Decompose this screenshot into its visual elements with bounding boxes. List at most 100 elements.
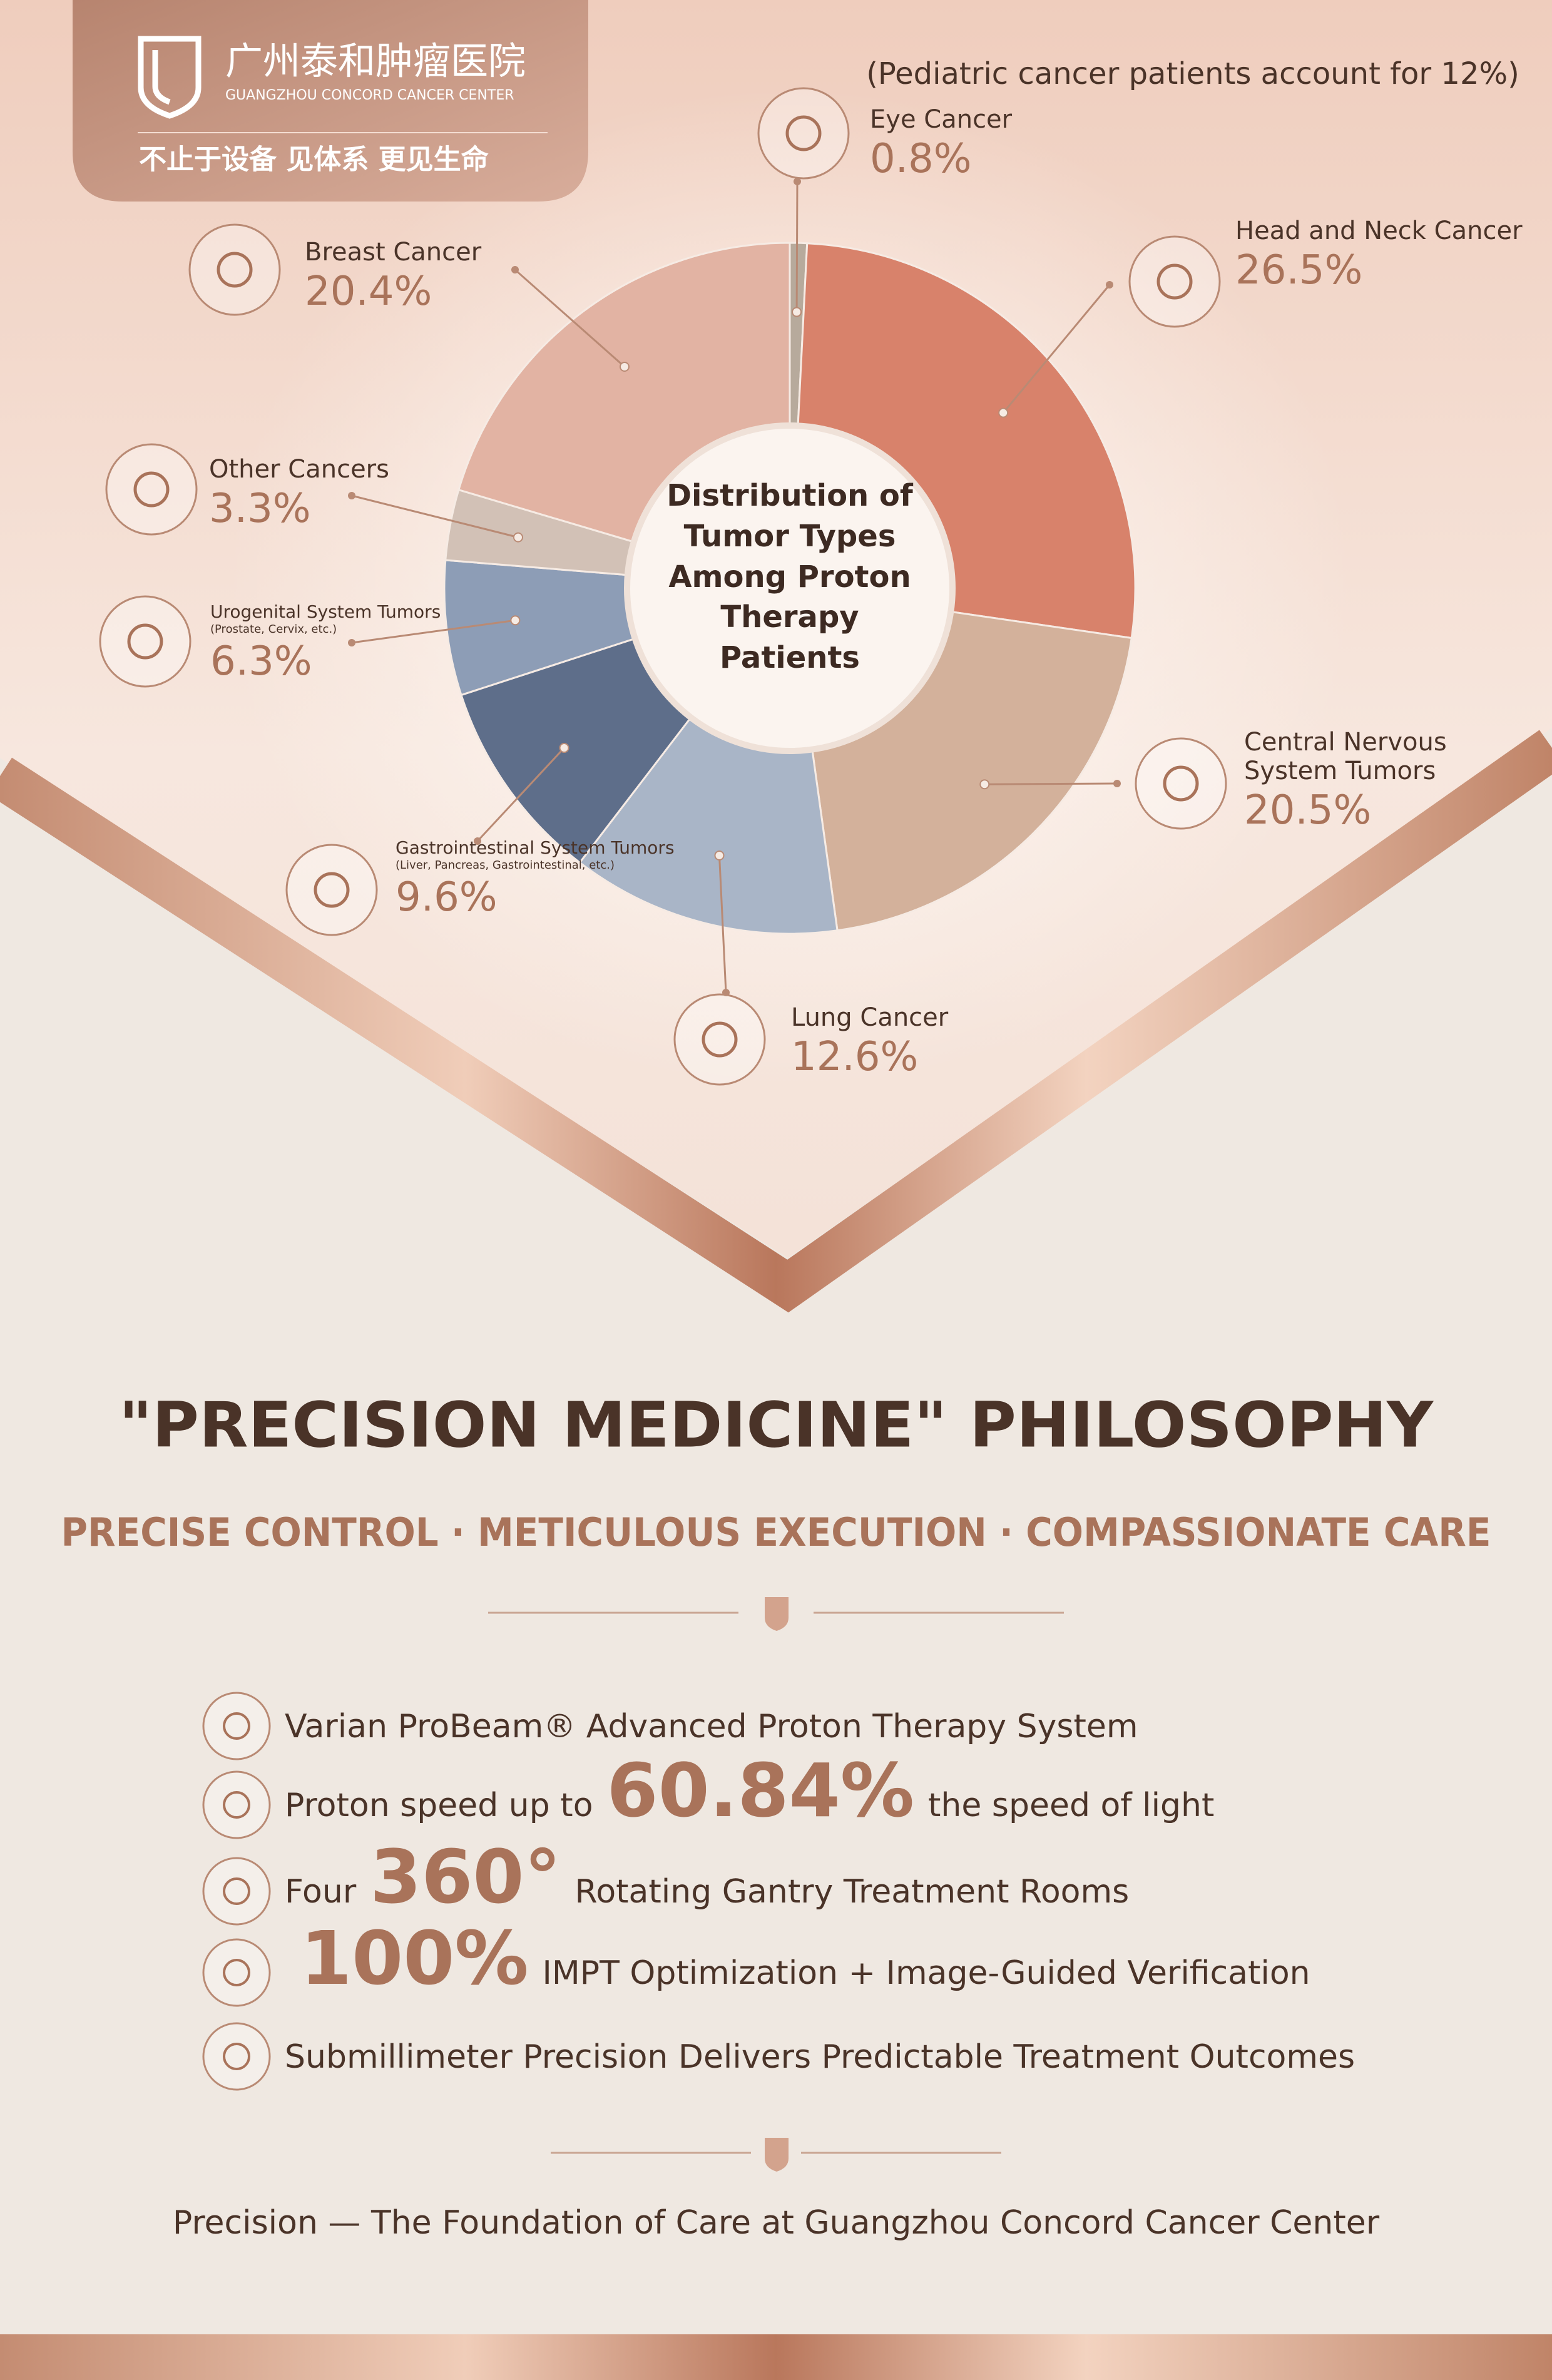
leader-dot — [714, 850, 725, 861]
category-label: Central Nervous System Tumors 20.5% — [1244, 728, 1538, 834]
category-icon — [188, 223, 281, 316]
value-label: 9.6% — [396, 874, 498, 921]
category-label: Breast Cancer 20.4% — [305, 238, 655, 315]
feature-highlight: 360° — [370, 1834, 561, 1920]
category-name: Other Cancers — [209, 455, 389, 484]
leader-line — [718, 855, 727, 993]
logo-cn: 广州泰和肿瘤医院 — [225, 40, 526, 84]
leader-dot — [513, 532, 523, 543]
leader-dot — [559, 743, 569, 753]
category-name: Breast Cancer — [305, 238, 482, 267]
subheading: PRECISE CONTROL · METICULOUS EXECUTION ·… — [61, 1509, 1491, 1555]
leader-dot — [1106, 281, 1113, 289]
leader-dot — [1113, 780, 1121, 787]
category-label: Eye Cancer 0.8% — [870, 105, 1220, 183]
feature-icon-glyph — [223, 2043, 250, 2070]
category-name: Lung Cancer — [791, 1003, 949, 1032]
feature-text: Four 360° Rotating Gantry Treatment Rooms — [285, 1834, 1129, 1920]
category-name: Eye Cancer — [870, 105, 1013, 134]
feature-segment: Four — [285, 1873, 357, 1911]
value-label: 26.5% — [1235, 247, 1363, 294]
leader-dot — [348, 639, 355, 646]
feature-icon — [202, 1692, 271, 1760]
category-icon-glyph — [314, 872, 350, 908]
leader-dot — [619, 362, 630, 372]
leader-line — [351, 494, 519, 539]
feature-segment: Rotating Gantry Treatment Rooms — [575, 1873, 1130, 1911]
category-icon-glyph — [1163, 765, 1199, 802]
slogan: 不止于设备 见体系 更见生命 — [139, 144, 489, 176]
chart-title: Distribution of Tumor Types Among Proton… — [666, 478, 913, 676]
leader-dot — [511, 266, 519, 273]
leader-dot — [998, 407, 1009, 418]
feature-highlight: 60.84% — [607, 1747, 914, 1834]
leader-dot — [794, 178, 801, 185]
bottom-band — [0, 2334, 1552, 2380]
leader-line — [514, 268, 625, 368]
category-icon-glyph — [133, 471, 170, 508]
header-box — [73, 0, 588, 202]
leader-dot — [792, 307, 802, 317]
donut-chart — [99, 87, 1227, 1086]
category-icon-glyph — [217, 252, 253, 288]
category-icon — [757, 87, 850, 180]
category-name: Urogenital System Tumors — [210, 601, 441, 622]
leader-dot — [979, 779, 990, 790]
feature-icon-glyph — [223, 1959, 250, 1986]
copper-band — [0, 730, 1552, 1313]
leader-line — [476, 747, 565, 842]
category-icon-glyph — [785, 115, 822, 151]
feature-text: Varian ProBeam® Advanced Proton Therapy … — [285, 1708, 1138, 1745]
feature-icon — [202, 2022, 271, 2091]
category-icon — [1135, 737, 1227, 830]
annotation: (Pediatric cancer patients account for 1… — [866, 56, 1519, 91]
feature-icon-glyph — [223, 1712, 250, 1740]
value-label: 0.8% — [870, 136, 972, 182]
category-icon-glyph — [702, 1021, 738, 1058]
feature-list: Varian ProBeam® Advanced Proton Therapy … — [202, 1692, 1355, 2091]
category-icon — [673, 993, 766, 1086]
category-label: Lung Cancer 12.6% — [791, 1003, 1141, 1081]
leader-line — [351, 619, 516, 644]
category-label: Other Cancers 3.3% — [209, 455, 559, 533]
value-label: 20.4% — [305, 268, 432, 315]
category-icon — [1128, 235, 1221, 328]
category-note: (Prostate, Cervix, etc.) — [210, 623, 337, 636]
divider — [488, 1597, 1064, 1631]
feature-highlight: 100% — [300, 1915, 529, 2001]
category-name: Gastrointestinal System Tumors — [396, 837, 675, 858]
category-label: Head and Neck Cancer 26.5% — [1235, 217, 1529, 294]
category-label: Gastrointestinal System Tumors (Liver, Pa… — [396, 837, 746, 921]
feature-icon — [202, 1857, 271, 1926]
feature-segment: the speed of light — [928, 1787, 1214, 1824]
heading: "PRECISION MEDICINE" PHILOSOPHY — [119, 1388, 1434, 1461]
category-icon — [285, 844, 378, 936]
divider — [551, 2138, 1001, 2172]
feature-text: Proton speed up to 60.84% the speed of lig… — [285, 1747, 1214, 1834]
feature-text: Submillimeter Precision Delivers Predict… — [285, 2038, 1355, 2076]
donut-hole — [624, 422, 956, 754]
feature-icon — [202, 1770, 271, 1839]
leader-line — [1002, 284, 1111, 414]
value-label: 6.3% — [210, 638, 312, 685]
leader-dot — [348, 492, 355, 499]
leader-dot — [510, 615, 521, 626]
footer: Precision — The Foundation of Care at Gu… — [173, 2204, 1380, 2242]
category-icon — [99, 595, 191, 688]
logo-shield — [138, 36, 202, 119]
value-label: 3.3% — [209, 486, 311, 532]
feature-segment: Submillimeter Precision Delivers Predict… — [285, 2038, 1355, 2076]
category-icon-glyph — [1156, 263, 1193, 300]
feature-segment: Varian ProBeam® Advanced Proton Therapy … — [285, 1708, 1138, 1745]
feature-icon-glyph — [223, 1877, 250, 1905]
category-icon-glyph — [127, 623, 163, 660]
feature-icon-glyph — [223, 1791, 250, 1819]
category-icon — [105, 443, 198, 536]
category-name: Head and Neck Cancer — [1235, 217, 1523, 245]
feature-segment: Proton speed up to — [285, 1787, 593, 1824]
category-note: (Liver, Pancreas, Gastrointestinal, etc.… — [396, 859, 615, 872]
